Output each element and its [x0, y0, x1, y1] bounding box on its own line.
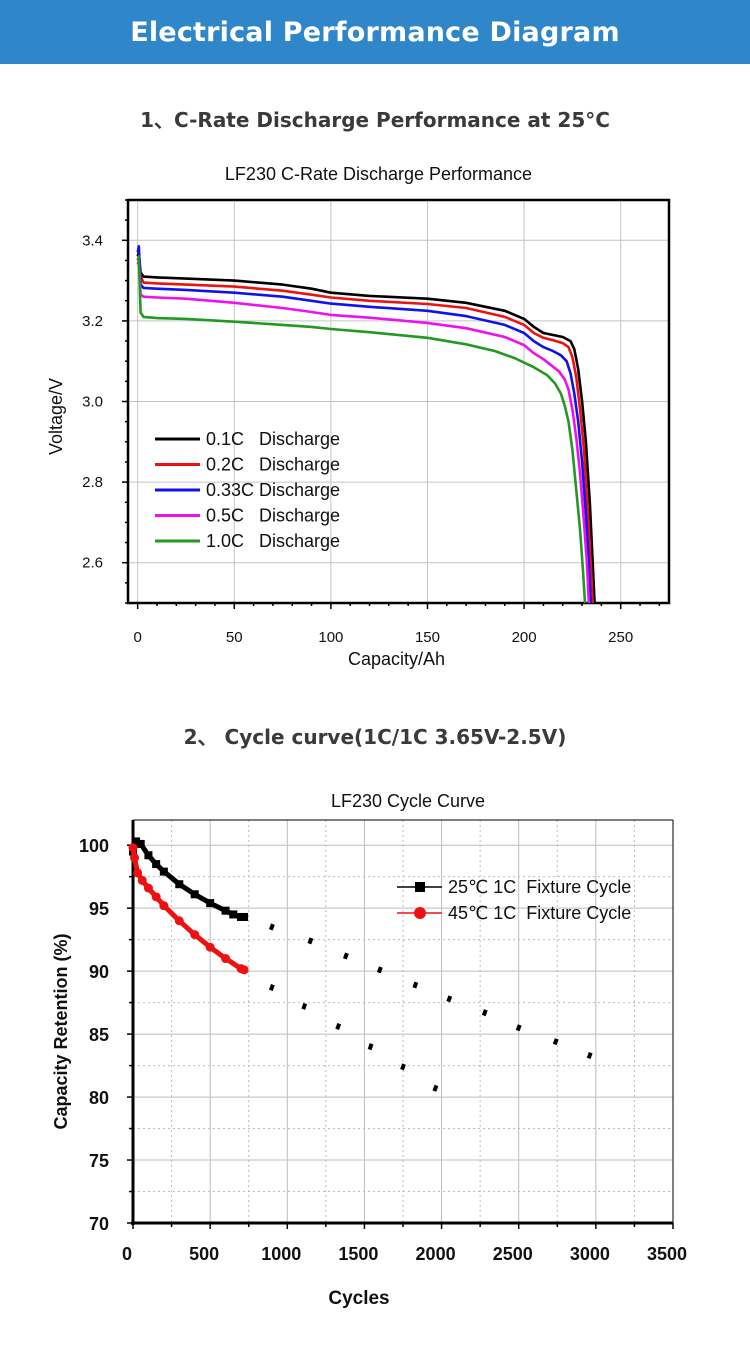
- data-point: [136, 839, 145, 848]
- y-tick-label: 75: [89, 1151, 109, 1171]
- x-tick-label: 3000: [570, 1244, 610, 1264]
- data-point: [128, 843, 138, 853]
- data-point: [221, 954, 231, 964]
- x-tick-label: 200: [512, 629, 537, 646]
- chart-title: LF230 C-Rate Discharge Performance: [225, 164, 532, 184]
- data-point: [221, 906, 230, 915]
- cycle-chart: LF230 Cycle Curve 0 500 1000 1500 2000 2500 300…: [51, 791, 687, 1309]
- x-tick-label: 150: [415, 629, 440, 646]
- y-tick-label: 3.0: [82, 394, 103, 411]
- data-point: [229, 910, 238, 919]
- legend-label: 0.2C Discharge: [206, 455, 340, 475]
- data-point: [151, 892, 161, 902]
- x-tick-label: 0: [122, 1244, 132, 1264]
- projection-point: [367, 1043, 374, 1051]
- data-point: [190, 890, 199, 899]
- projection-point: [552, 1038, 559, 1046]
- y-tick-label: 2.6: [82, 555, 103, 572]
- data-point: [175, 880, 184, 889]
- projection-point: [586, 1051, 593, 1060]
- data-point: [159, 901, 169, 911]
- x-tick-label: 500: [189, 1244, 219, 1264]
- y-tick-label: 100: [79, 836, 109, 856]
- projection-point: [343, 952, 349, 960]
- discharge-chart: LF230 C-Rate Discharge Performance 0 50 100…: [46, 164, 671, 669]
- legend-label: 1.0C Discharge: [206, 531, 340, 551]
- header-banner: Electrical Performance Diagram: [0, 0, 750, 64]
- series-line: [136, 251, 596, 604]
- projection-point: [335, 1023, 342, 1031]
- x-tick-label: 0: [133, 629, 141, 646]
- projection-point: [446, 995, 453, 1003]
- series-line: [136, 255, 594, 604]
- data-point: [143, 883, 153, 893]
- section-heading-discharge: 1、C-Rate Discharge Performance at 25°C: [140, 108, 610, 132]
- x-tick-label: 2000: [416, 1244, 456, 1264]
- x-tick-label: 250: [608, 629, 633, 646]
- y-tick-label: 85: [89, 1025, 109, 1045]
- section-heading-cycle: 2、 Cycle curve(1C/1C 3.65V-2.5V): [183, 725, 567, 749]
- y-tick-label: 95: [89, 899, 109, 919]
- projection-point: [376, 966, 383, 974]
- legend-label: 45℃ 1C Fixture Cycle: [448, 903, 631, 923]
- data-point: [206, 899, 215, 908]
- x-tick-label: 50: [226, 629, 243, 646]
- y-tick-label: 3.2: [82, 313, 103, 330]
- data-point: [133, 868, 143, 878]
- data-point: [240, 912, 249, 921]
- y-tick-label: 3.4: [82, 232, 103, 249]
- data-point: [132, 837, 141, 846]
- x-tick-label: 3500: [647, 1244, 687, 1264]
- data-point: [239, 965, 249, 975]
- data-point: [205, 942, 215, 952]
- x-axis-label: Capacity/Ah: [348, 649, 445, 669]
- y-tick-label: 70: [89, 1214, 109, 1234]
- x-tick-label: 1500: [338, 1244, 378, 1264]
- data-point: [159, 867, 168, 876]
- y-tick-label: 80: [89, 1088, 109, 1108]
- x-tick-label: 2500: [493, 1244, 533, 1264]
- projection-point: [301, 1002, 308, 1010]
- data-point: [144, 851, 153, 860]
- banner-title: Electrical Performance Diagram: [130, 16, 620, 48]
- y-tick-label: 2.8: [82, 474, 103, 491]
- y-axis-label: Voltage/V: [46, 378, 66, 455]
- projection-point: [400, 1063, 406, 1071]
- series-line: [136, 259, 591, 604]
- data-point: [174, 916, 184, 926]
- data-point: [152, 860, 161, 869]
- legend-marker: [415, 882, 425, 892]
- projection-point: [432, 1084, 439, 1092]
- x-tick-label: 100: [318, 629, 343, 646]
- legend-label: 25℃ 1C Fixture Cycle: [448, 877, 631, 897]
- y-tick-label: 90: [89, 962, 109, 982]
- series-line: [136, 255, 587, 604]
- x-axis-label: Cycles: [328, 1288, 389, 1309]
- legend-label: 0.5C Discharge: [206, 506, 340, 526]
- data-point: [190, 930, 200, 940]
- series-line: [136, 245, 592, 604]
- projection-point: [515, 1024, 522, 1032]
- projection-point: [307, 937, 314, 945]
- legend-label: 0.33C Discharge: [206, 480, 340, 500]
- data-point: [137, 875, 147, 885]
- chart-title: LF230 Cycle Curve: [331, 791, 485, 811]
- projection-point: [268, 983, 275, 991]
- x-tick-label: 1000: [261, 1244, 301, 1264]
- projection-point: [268, 923, 275, 931]
- y-axis-label: Capacity Retention (%): [51, 933, 71, 1129]
- data-point: [130, 853, 140, 863]
- legend-label: 0.1C Discharge: [206, 429, 340, 449]
- legend-marker: [414, 907, 426, 919]
- projection-point: [412, 981, 419, 989]
- projection-point: [481, 1009, 488, 1017]
